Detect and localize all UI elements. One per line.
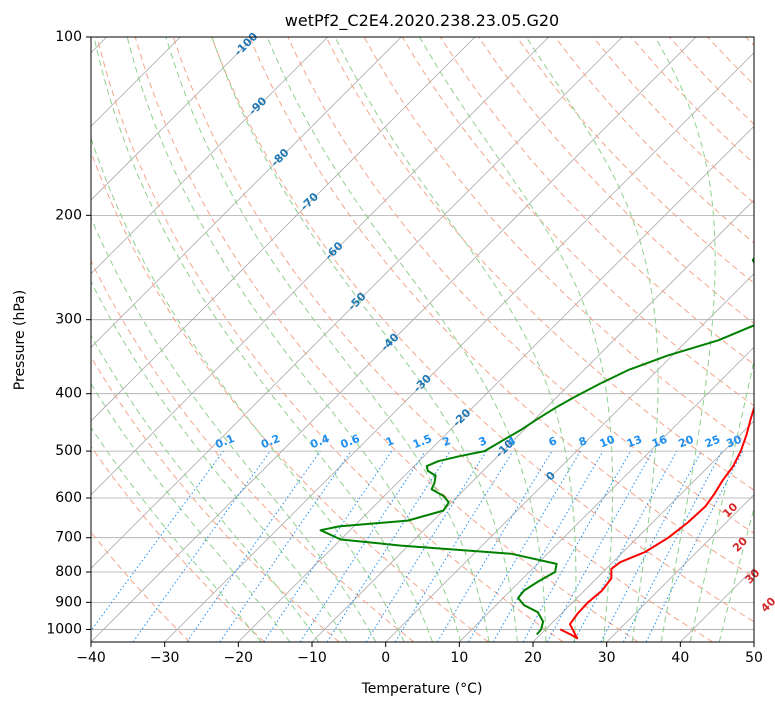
isotherm-line: [312, 37, 775, 642]
mixing-ratio-label: 6: [547, 434, 559, 449]
moist-adiabat-line: [0, 37, 261, 642]
isotherm-label: -40: [378, 330, 401, 353]
y-tick-label: 700: [55, 530, 82, 546]
x-tick-label: −40: [76, 650, 106, 666]
dry-adiabat-line: [631, 37, 775, 642]
isotherm-line: [0, 37, 475, 642]
y-tick-label: 900: [55, 594, 82, 610]
dry-adiabat-line: [0, 37, 190, 642]
dry-adiabat-line: [746, 37, 775, 642]
moist-adiabat-line: [39, 37, 376, 642]
x-tick-label: 40: [671, 650, 689, 666]
mixing-ratio-label: 8: [577, 434, 589, 449]
y-tick-label: 600: [55, 490, 82, 506]
moist-adiabat-line: [0, 37, 319, 642]
moist-adiabat-label: 10: [720, 500, 740, 520]
chart-title: wetPf2_C2E4.2020.238.23.05.G20: [285, 11, 559, 31]
isotherm-label: -90: [246, 94, 269, 117]
moist-adiabat-line: [526, 37, 658, 642]
mixing-ratio-line: [83, 451, 224, 642]
mixing-ratio-label: 0.2: [259, 432, 282, 451]
moist-adiabat-line: [420, 37, 613, 642]
x-tick-label: 0: [381, 650, 390, 666]
mixing-ratio-line: [437, 451, 552, 642]
y-tick-label: 200: [55, 207, 82, 223]
isotherm-label: -50: [345, 290, 368, 313]
y-tick-label: 100: [55, 29, 82, 45]
y-tick-label: 300: [55, 312, 82, 328]
dry-adiabat-line: [0, 37, 339, 642]
dry-adiabat-line: [21, 37, 414, 642]
mixing-ratio-label: 20: [677, 433, 696, 451]
isotherm-line: [0, 37, 328, 642]
x-tick-label: −10: [297, 650, 327, 666]
moist-adiabat-line: [655, 37, 715, 642]
isotherm-label: -60: [322, 239, 345, 262]
y-tick-label: 800: [55, 564, 82, 580]
moist-adiabat-label: 30: [743, 566, 763, 586]
x-tick-label: −20: [224, 650, 254, 666]
isotherm-label: -80: [268, 146, 291, 169]
mixing-ratio-line: [220, 451, 351, 642]
moist-adiabat-line: [65, 37, 404, 642]
x-tick-label: 50: [745, 650, 763, 666]
isotherm-label: -70: [298, 190, 321, 213]
line-labels: -100-90-80-70-60-50-40-30-20-10010203040…: [213, 30, 775, 615]
dry-adiabat-line: [59, 37, 489, 642]
mixing-ratio-label: 2: [441, 434, 453, 449]
mixing-ratio-label: 1.5: [411, 432, 434, 451]
mixing-ratio-line: [327, 451, 450, 642]
isotherm-line: [386, 37, 775, 642]
isotherm-label: -30: [411, 372, 434, 395]
dry-adiabat-line: [0, 37, 265, 642]
isotherm-line: [680, 37, 775, 642]
dry-adiabat-line: [593, 37, 775, 642]
moist-adiabat-line: [719, 37, 775, 642]
x-tick-label: 10: [450, 650, 468, 666]
dry-adiabat-line: [364, 37, 775, 642]
mixing-ratio-label: 25: [703, 433, 722, 451]
isotherm-line: [238, 37, 775, 642]
mixing-ratio-label: 10: [598, 433, 617, 451]
mixing-ratio-label: 13: [625, 433, 644, 451]
isotherm-line: [754, 37, 775, 642]
mixing-ratio-line: [601, 451, 702, 642]
x-tick-label: −30: [150, 650, 180, 666]
mixing-ratio-line: [547, 451, 652, 642]
mixing-ratio-label: 3: [477, 434, 489, 449]
isotherm-line: [17, 37, 622, 642]
mixing-ratio-label: 1: [384, 434, 396, 449]
moist-adiabat-line: [690, 37, 775, 642]
mixing-ratio-label: 30: [724, 433, 743, 451]
y-tick-label: 400: [55, 386, 82, 402]
x-tick-label: 30: [598, 650, 616, 666]
moist-adiabat-label: 40: [758, 595, 775, 615]
isotherm-line: [0, 37, 401, 642]
y-axis-label: Pressure (hPa): [12, 290, 28, 390]
mixing-ratio-line: [574, 451, 677, 642]
isotherm-label: -100: [232, 30, 261, 59]
y-tick-label: 1000: [46, 621, 82, 637]
mixing-ratio-line: [264, 451, 392, 642]
x-tick-label: 20: [524, 650, 542, 666]
isotherm-line: [0, 37, 254, 642]
mixing-ratio-label: 0.4: [308, 432, 331, 451]
y-tick-label: 500: [55, 443, 82, 459]
moist-adiabat-line: [94, 37, 432, 642]
isotherm-line: [459, 37, 775, 642]
x-axis-label: Temperature (°C): [361, 681, 483, 697]
moist-adiabat-line: [166, 37, 489, 642]
isotherm-label: 0: [543, 469, 558, 484]
dry-adiabat-line: [479, 37, 775, 642]
dry-adiabat-line: [97, 37, 563, 642]
